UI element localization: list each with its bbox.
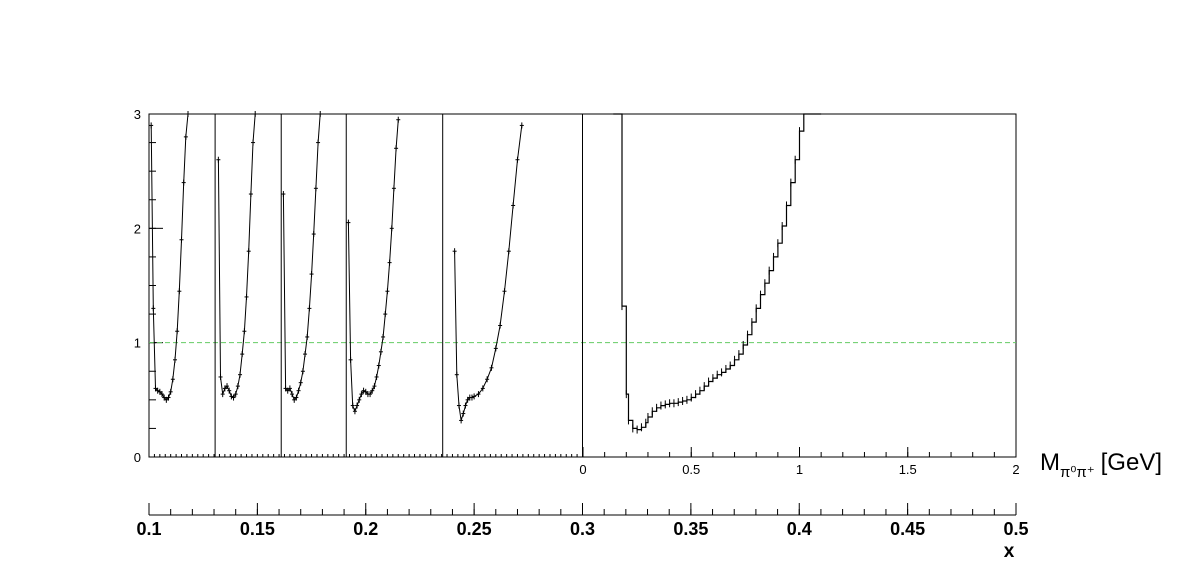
bottom-x-tick-label: 0.3 xyxy=(570,519,595,539)
spectrum-step-line xyxy=(613,113,822,431)
x-tick-label: 0 xyxy=(579,462,586,477)
bottom-x-axis-title: x xyxy=(1004,541,1015,562)
bottom-x-tick-label: 0.25 xyxy=(457,519,492,539)
x-tick-label: 2 xyxy=(1012,462,1019,477)
y-tick-label: 1 xyxy=(134,336,141,351)
x-tick-label: 1 xyxy=(796,462,803,477)
x-tick-label: 0.5 xyxy=(682,462,700,477)
x-axis-title-unit: [GeV] xyxy=(1101,449,1162,476)
panel-curve xyxy=(217,113,256,399)
panel-curve xyxy=(282,113,321,401)
bottom-x-tick-label: 0.4 xyxy=(787,519,812,539)
x-tick-label: 1.5 xyxy=(899,462,917,477)
x-axis-title-subscript: π⁰π⁺ xyxy=(1060,464,1095,481)
bottom-x-tick-label: 0.5 xyxy=(1003,519,1028,539)
panel-curve xyxy=(454,125,523,421)
bottom-x-tick-label: 0.2 xyxy=(353,519,378,539)
panel-curve xyxy=(150,113,189,401)
bottom-axis-chart: 0.1 0.15 0.2 0.25 0.3 0.35 0.4 0.45 0.5 xyxy=(136,503,1029,539)
x-axis-title-main: M xyxy=(1040,449,1060,476)
bottom-x-tick-label: 0.45 xyxy=(890,519,925,539)
y-tick-label: 2 xyxy=(134,221,141,236)
y-tick-label: 3 xyxy=(134,107,141,122)
x-axis-title: Mπ⁰π⁺ [GeV] xyxy=(1040,449,1162,481)
y-tick-label: 0 xyxy=(134,450,141,465)
main-chart: 0 1 2 3 0 0.5 1 1.5 2 xyxy=(134,107,1020,477)
bottom-x-tick-label: 0.15 xyxy=(240,519,275,539)
bottom-x-tick-label: 0.1 xyxy=(136,519,161,539)
bottom-x-tick-label: 0.35 xyxy=(673,519,708,539)
panel-curve xyxy=(347,119,399,413)
